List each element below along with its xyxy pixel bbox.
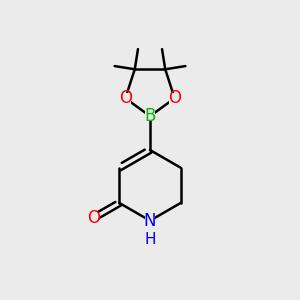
Text: H: H: [144, 232, 156, 247]
FancyBboxPatch shape: [120, 93, 131, 104]
FancyBboxPatch shape: [145, 215, 155, 226]
FancyBboxPatch shape: [88, 212, 100, 223]
Text: O: O: [168, 89, 181, 107]
Text: N: N: [144, 212, 156, 230]
Text: O: O: [119, 89, 132, 107]
FancyBboxPatch shape: [169, 93, 180, 104]
FancyBboxPatch shape: [145, 111, 155, 122]
Text: O: O: [87, 209, 101, 227]
Text: B: B: [144, 107, 156, 125]
